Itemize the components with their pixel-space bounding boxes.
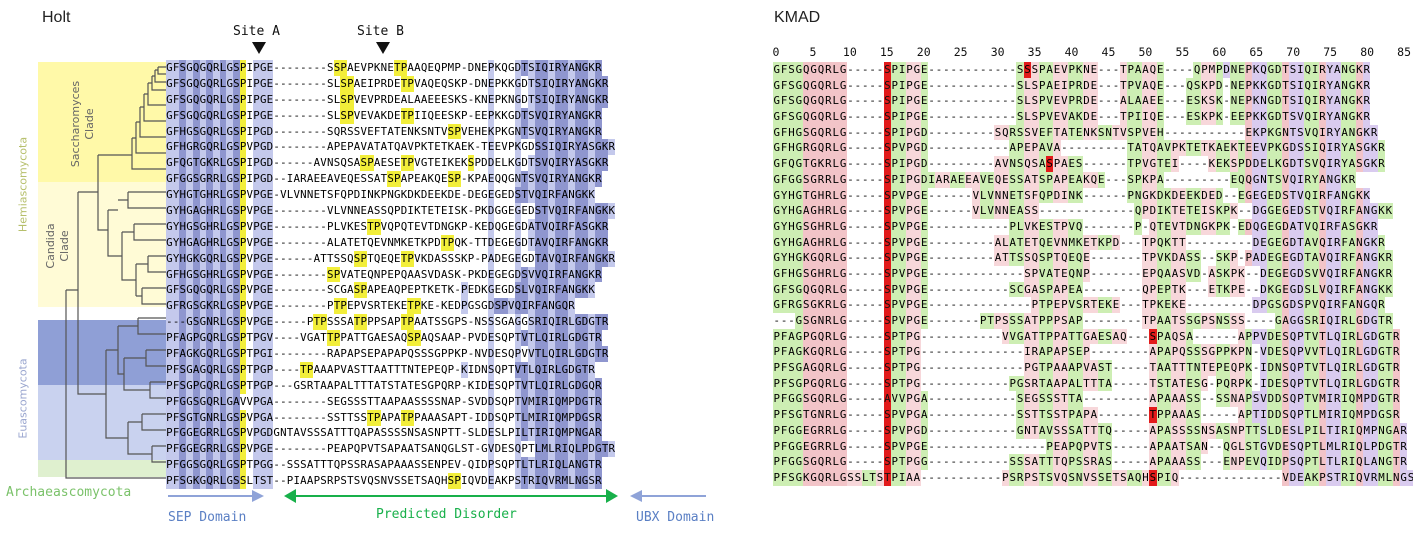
holt-sequence-row: PFSGKGQRLGSSLTST--PIAAPSRPSTSVQSNVSSETSA…	[166, 473, 602, 490]
euascomycota-light-band	[38, 385, 166, 460]
holt-sequence-row: GYHGAGHRLGSPVPGE--------VLVNNEASSQPDIKTE…	[166, 203, 616, 219]
kmad-alignment: GFSGQGQRLG-----SPIPGE------------SSSPAEV…	[773, 62, 1413, 486]
kmad-sequence-row: PFSGPGQRLG-----SPTPG------------PGSRTAAP…	[773, 375, 1400, 392]
ruler-tick-label: 25	[953, 45, 968, 59]
holt-sequence-row: PFSGAGQRLGSPTPGP----TPAAAPVASTTAATTTNTEP…	[166, 361, 595, 378]
holt-sequence-row: PFSGPGQRLGSPTPGP---GSRTAAPALTTTATSTATESG…	[166, 377, 602, 394]
kmad-sequence-row: GFSGQGQRLG-----SPIPGE------------SSSPAEV…	[773, 62, 1371, 78]
holt-sequence-row: GFQGTGKRLGSPIPGD------AVNSQSASPAESETPVGT…	[166, 155, 609, 172]
kmad-sequence-row: PFAGKGQRLG-----SPTPG--------------IRAPAP…	[773, 344, 1400, 361]
kmad-sequence-row: GFSGQGQRLG-----SPIPGE------------SLSPAEI…	[773, 77, 1371, 94]
euascomycota-label: Euascomycota	[16, 358, 30, 439]
kmad-panel-title: KMAD	[774, 9, 821, 26]
holt-sequence-row: ---GSGNRLGSPVPGE-----PTPSSSATPPPSAPTPAAT…	[166, 314, 609, 331]
ruler-tick-label: 50	[1138, 45, 1153, 59]
holt-sequence-row: GFSGQGQRLGSPIPGE--------SSPAEVPKNETPAAQE…	[166, 60, 602, 76]
ruler-tick-label: 15	[879, 45, 894, 59]
holt-sequence-row: GFSGQGQRLGSPIPGE--------SLSPVEVAKDETPIIQ…	[166, 107, 602, 124]
saccharomyces-clade-band	[38, 62, 166, 182]
hemiascomycota-label: Hemiascomycota	[16, 136, 30, 233]
holt-sequence-row: PFSGTGNRLGSPVPGA--------SSTTSSTPAPATPPAA…	[166, 409, 602, 426]
kmad-sequence-row: GYHGAGHRLG-----SPVPGE------VLVNNEASS----…	[773, 203, 1393, 219]
ruler-tick-label: 20	[916, 45, 931, 59]
predicted-disorder-label: Predicted Disorder	[376, 507, 517, 522]
ruler-tick-label: 65	[1249, 45, 1264, 59]
ruler-tick-label: 30	[990, 45, 1005, 59]
ruler-tick-label: 55	[1175, 45, 1190, 59]
ruler-tick-label: 35	[1027, 45, 1042, 59]
holt-sequence-row: PFGGEGRRLGSPVPGE--------PEAPQPVTSAPAATSA…	[166, 441, 616, 458]
ruler-tick-label: 0	[772, 45, 780, 59]
holt-sequence-row: GYHGTGHRLGSPVPGE-VLVNNETSFQPDINKPNGKDKDE…	[166, 187, 595, 204]
kmad-sequence-row: PFSGKGQRLGSSLTSTPIAA-----------PSRPSTSVQ…	[773, 469, 1413, 486]
kmad-sequence-row: GFHGSGHRLG-----SPVPGE-------------SPVATE…	[773, 265, 1393, 282]
ruler-tick-label: 40	[1064, 45, 1079, 59]
holt-sequence-row: PFGGEGRRLGSPVPGDGNTAVSSSATTTQAPASSSSNSAS…	[166, 425, 602, 442]
sep-domain-label: SEP Domain	[168, 510, 247, 525]
kmad-sequence-row: PFSGTGNRLG-----SPVPGA------------SSTTSST…	[773, 407, 1400, 423]
ruler-tick-label: 75	[1323, 45, 1338, 59]
holt-sequence-row: GYHGAGHRLGSPVPGE--------ALATETQEVNMKETKP…	[166, 234, 609, 251]
candida-clade-band	[38, 182, 166, 307]
site-b-label: Site B	[357, 24, 404, 39]
phylogenetic-tree	[65, 66, 166, 479]
kmad-sequence-row: GYHGKGQRLG-----SPVPGE---------ATTSSQSPTQ…	[773, 250, 1393, 266]
kmad-sequence-row: GFSGQGQRLG-----SPIPGE------------SLSPVEV…	[773, 93, 1371, 110]
kmad-sequence-row: GYHGTGHRLG-----SPVPGE------VLVNNETSFQPDI…	[773, 187, 1371, 204]
ruler-tick-label: 10	[842, 45, 857, 59]
euascomycota-dark-band	[38, 320, 166, 385]
kmad-sequence-row: GYHGAGHRLG-----SPVPGE---------ALATETQEVN…	[773, 234, 1386, 251]
kmad-sequence-row: PFGGEGRRLG-----SPVPGD------------GNTAVSS…	[773, 422, 1408, 439]
kmad-sequence-row: GFHGRGQRLG-----SPVPGD-----------APEPAVA-…	[773, 140, 1386, 157]
ruler-tick-label: 70	[1286, 45, 1301, 59]
archaeascomycota-band	[38, 460, 166, 477]
kmad-sequence-row: PFSGAGQRLG-----SPTPG--------------PGTPAA…	[773, 360, 1400, 376]
holt-sequence-row: GFSGQGQRLGSPVPGE--------SCGASPAPEAQPEPTK…	[166, 282, 595, 299]
archaeascomycota-label: Archaeascomycota	[6, 485, 132, 500]
kmad-sequence-row: GFHGSGQRLG-----SPIPGD---------SQRSSVEFTA…	[773, 124, 1378, 141]
holt-sequence-row: GFHGSGHRLGSPVPGE--------SPVATEQNPEPQAASV…	[166, 266, 602, 283]
holt-sequence-row: PFGGSGQRLGAVVPGA--------SEGSSSTTAAPAASSS…	[166, 393, 602, 410]
holt-sequence-row: GFHGSGQRLGSPIPGD--------SQRSSVEFTATENKSN…	[166, 123, 602, 140]
ruler-tick-label: 45	[1101, 45, 1116, 59]
site-a-marker-icon	[252, 42, 266, 54]
holt-sequence-row: PFAGPGQRLGSPTPGV----VGATTPPATTGAESAQSPAQ…	[166, 330, 602, 347]
ruler-tick-label: 85	[1397, 45, 1411, 59]
kmad-sequence-row: GFGGSGRRLG-----SPIPGDIARAEEAVEQESSATSPAP…	[773, 171, 1356, 188]
site-a-label: Site A	[233, 24, 280, 39]
kmad-sequence-row: PFGGEGRRLG-----SPVPGE----------------PEA…	[773, 438, 1408, 455]
holt-sequence-row: PFAGKGQRLGSPTPGI--------RAPAPSEPAPAPQSSS…	[166, 346, 609, 362]
holt-sequence-row: GYHGKGQRLGSPVPGE------ATTSSQSPTQEQETPVKD…	[166, 250, 616, 267]
kmad-sequence-row: GFSGQGQRLG-----SPVPGE-----------SCGASPAP…	[773, 281, 1393, 298]
holt-sequence-row: GFGGSGRRLGSPIPGD--IARAEEAVEQESSATSPAPEAK…	[166, 171, 602, 188]
kmad-sequence-row: GFSGQGQRLG-----SPIPGE------------SLSPVEV…	[773, 109, 1371, 125]
ubx-domain-label: UBX Domain	[636, 510, 715, 525]
ruler-tick-label: 60	[1212, 45, 1227, 59]
kmad-sequence-row: PFGGSGQRLG-----SPTPGG-----------SSSATTTQ…	[773, 454, 1408, 470]
kmad-sequence-row: PFGGSGQRLG-----AVVPGA------------SEGSSST…	[773, 391, 1400, 408]
holt-alignment: GFSGQGQRLGSPIPGE--------SSPAEVPKNETPAAQE…	[166, 60, 616, 490]
ruler-tick-label: 80	[1360, 45, 1375, 59]
holt-panel-title: Holt	[42, 9, 71, 26]
holt-sequence-row: GFSGQGQRLGSPIPGE--------SLSPVEVPRDEALAAE…	[166, 91, 609, 108]
ruler-tick-label: 5	[809, 45, 817, 59]
kmad-sequence-row: GFRGSGKRLG-----SPVPGE--------------PTPEP…	[773, 297, 1386, 314]
site-b-marker-icon	[376, 42, 390, 54]
holt-sequence-row: GYHGSGHRLGSPVPGE--------PLVKESTPVQPQTEVT…	[166, 218, 609, 235]
holt-sequence-row: GFRGSGKRLGSPVPGE--------PTPEPVSRTEKETPKE…	[166, 298, 575, 315]
holt-sequence-row: GFHGRGQRLGSPVPGD--------APEPAVATATQAVPKT…	[166, 139, 616, 156]
kmad-sequence-row: PFAGPGQRLG-----SPTPG-----------VVGATTPPA…	[773, 328, 1400, 345]
kmad-sequence-row: ---GSGNRLG-----SPVPGE-------PTPSSSATPPPS…	[773, 313, 1393, 329]
kmad-sequence-row: GYHGSGHRLG-----SPVPGE-----------PLVKESTP…	[773, 218, 1378, 235]
holt-sequence-row: PFGGSGQRLGSPTPGG--SSSATTTQPSSRASAPAAASSE…	[166, 457, 602, 474]
kmad-sequence-row: GFQGTGKRLG-----SPIPGD---------AVNSQSASPA…	[773, 156, 1386, 172]
holt-sequence-row: GFSGQGQRLGSPIPGE--------SLSPAEIPRDETPVAQ…	[166, 75, 609, 92]
domain-arrows	[168, 489, 706, 503]
